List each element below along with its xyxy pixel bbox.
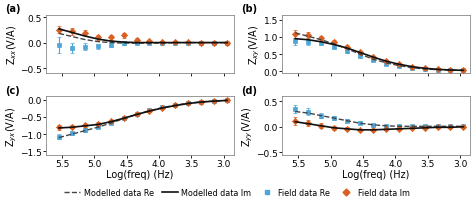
- X-axis label: Log(freq) (Hz): Log(freq) (Hz): [342, 170, 410, 180]
- Text: (b): (b): [241, 4, 257, 14]
- Text: (a): (a): [5, 4, 20, 14]
- Y-axis label: Z$_{xy}$(V/A): Z$_{xy}$(V/A): [248, 24, 263, 65]
- Text: (c): (c): [5, 86, 19, 96]
- Text: (d): (d): [241, 86, 257, 96]
- X-axis label: Log(freq) (Hz): Log(freq) (Hz): [106, 170, 173, 180]
- Y-axis label: Z$_{xx}$(V/A): Z$_{xx}$(V/A): [5, 24, 18, 65]
- Y-axis label: Z$_{yx}$(V/A): Z$_{yx}$(V/A): [4, 106, 18, 146]
- Legend: Modelled data Re, Modelled data Im, Field data Re, Field data Im: Modelled data Re, Modelled data Im, Fiel…: [61, 185, 413, 200]
- Y-axis label: Z$_{yy}$(V/A): Z$_{yy}$(V/A): [240, 106, 255, 146]
